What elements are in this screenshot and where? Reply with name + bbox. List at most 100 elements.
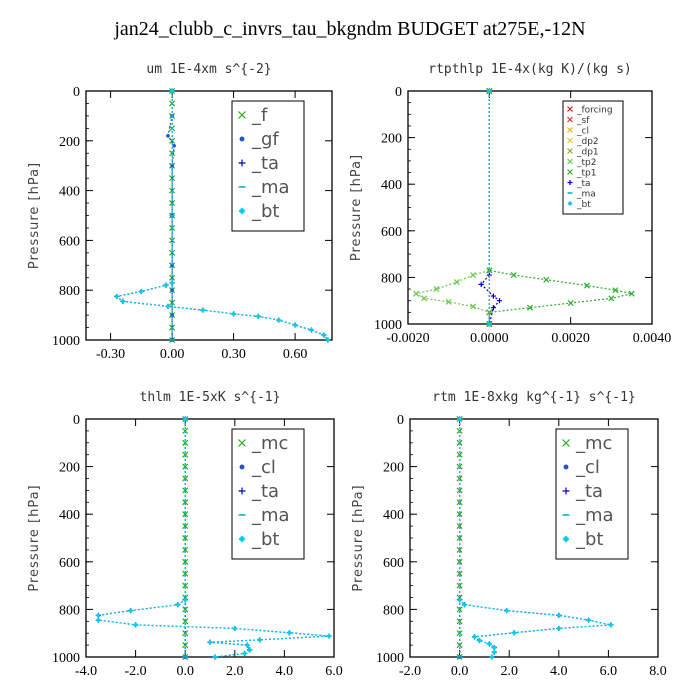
legend-marker bbox=[562, 535, 570, 543]
data-point bbox=[182, 642, 189, 649]
data-point bbox=[182, 499, 189, 506]
series-tp1 bbox=[486, 87, 635, 328]
x-tick-label: 2.0 bbox=[226, 664, 244, 679]
data-point bbox=[456, 546, 463, 553]
data-point bbox=[182, 475, 189, 482]
y-axis-label: Pressure [hPa] bbox=[27, 162, 42, 269]
legend-label: _ta bbox=[576, 179, 591, 189]
legend-box bbox=[231, 100, 305, 232]
y-tick-label: 1000 bbox=[376, 651, 404, 666]
legend-marker bbox=[567, 116, 573, 123]
data-point bbox=[456, 499, 463, 506]
legend-label: _dp2 bbox=[576, 137, 599, 147]
data-point bbox=[456, 463, 463, 470]
data-point bbox=[95, 617, 101, 623]
y-tick-label: 200 bbox=[381, 132, 402, 147]
legend-label: _gf bbox=[251, 129, 279, 150]
data-point bbox=[486, 267, 493, 274]
data-point bbox=[510, 272, 517, 279]
data-point bbox=[489, 654, 495, 660]
data-point bbox=[456, 475, 463, 482]
data-point bbox=[247, 647, 253, 653]
data-point bbox=[212, 654, 218, 660]
data-point bbox=[170, 263, 174, 268]
series-bt bbox=[95, 416, 332, 660]
legend-label: _cl bbox=[575, 457, 600, 478]
data-point bbox=[421, 295, 428, 302]
data-point bbox=[170, 163, 174, 168]
data-point bbox=[169, 150, 176, 157]
y-tick-label: 200 bbox=[59, 135, 80, 150]
legend-marker bbox=[563, 464, 569, 470]
legend-marker bbox=[239, 136, 245, 142]
legend-marker bbox=[567, 169, 573, 175]
data-point bbox=[456, 558, 463, 565]
data-point bbox=[456, 534, 463, 542]
data-point bbox=[456, 523, 463, 530]
y-tick-label: 600 bbox=[59, 556, 80, 571]
data-point bbox=[244, 642, 250, 648]
data-point bbox=[292, 322, 298, 328]
data-point bbox=[585, 617, 592, 623]
y-axis-label: Pressure [hPa] bbox=[27, 484, 42, 591]
series-bt bbox=[114, 88, 331, 343]
data-point bbox=[114, 293, 120, 300]
data-point bbox=[170, 288, 174, 293]
data-point bbox=[608, 295, 615, 302]
data-point bbox=[456, 582, 463, 589]
data-point bbox=[556, 612, 562, 618]
data-point bbox=[470, 303, 477, 310]
y-tick-label: 0 bbox=[73, 85, 80, 100]
x-tick-label: 2.0 bbox=[500, 664, 518, 679]
data-point bbox=[456, 642, 463, 649]
legend-label: _mc bbox=[251, 433, 288, 454]
legend-label: _ma bbox=[575, 505, 614, 526]
data-point bbox=[490, 305, 496, 311]
data-point bbox=[628, 290, 635, 297]
y-tick-label: 600 bbox=[59, 234, 80, 249]
data-point bbox=[169, 88, 175, 94]
y-tick-label: 800 bbox=[59, 603, 80, 618]
data-point bbox=[476, 637, 483, 643]
legend-box bbox=[555, 428, 629, 560]
series-line bbox=[480, 91, 501, 325]
data-point bbox=[491, 649, 497, 655]
data-point bbox=[456, 606, 463, 613]
data-point bbox=[182, 570, 189, 577]
legend-marker bbox=[567, 180, 573, 185]
legend-label: _ma bbox=[251, 177, 290, 198]
y-tick-label: 600 bbox=[381, 225, 402, 240]
series-mc bbox=[456, 415, 463, 661]
x-tick-label: 8.0 bbox=[649, 664, 667, 679]
y-tick-label: 200 bbox=[383, 461, 404, 476]
legend-marker bbox=[567, 106, 573, 112]
legend-label: _ta bbox=[251, 153, 279, 174]
legend-label: _bt bbox=[575, 529, 603, 550]
data-point bbox=[456, 570, 463, 577]
panel-title: thlm 1E-5xK s^{-1} bbox=[140, 390, 281, 405]
data-point bbox=[486, 88, 492, 94]
page-title: jan24_clubb_c_invrs_tau_bkgndm BUDGET at… bbox=[114, 18, 586, 40]
legend-marker bbox=[562, 487, 570, 495]
data-point bbox=[182, 606, 189, 613]
data-point bbox=[165, 303, 171, 309]
data-point bbox=[456, 511, 463, 518]
legend-label: _f bbox=[251, 105, 268, 126]
data-point bbox=[175, 602, 181, 608]
y-axis-label: Pressure [hPa] bbox=[351, 484, 366, 591]
x-tick-label: 6.0 bbox=[325, 664, 343, 679]
data-point bbox=[461, 602, 468, 608]
panel-title: rtpthlp 1E-4x(kg K)/(kg s) bbox=[428, 62, 632, 77]
data-point bbox=[511, 630, 517, 636]
x-tick-label: -0.30 bbox=[96, 347, 125, 362]
data-point bbox=[321, 332, 327, 338]
x-tick-label: 4.0 bbox=[550, 664, 568, 679]
data-point bbox=[286, 630, 292, 636]
legend-label: _mc bbox=[575, 433, 612, 454]
legend-label: _bt bbox=[576, 200, 591, 210]
chart-panel-1: um 1E-4xm s^{-2} Pressure [hPa] 0 200 400 600… bbox=[27, 62, 333, 362]
y-tick-label: 800 bbox=[383, 603, 404, 618]
data-point bbox=[242, 650, 248, 657]
y-tick-label: 0 bbox=[397, 413, 404, 428]
data-point bbox=[567, 300, 574, 307]
